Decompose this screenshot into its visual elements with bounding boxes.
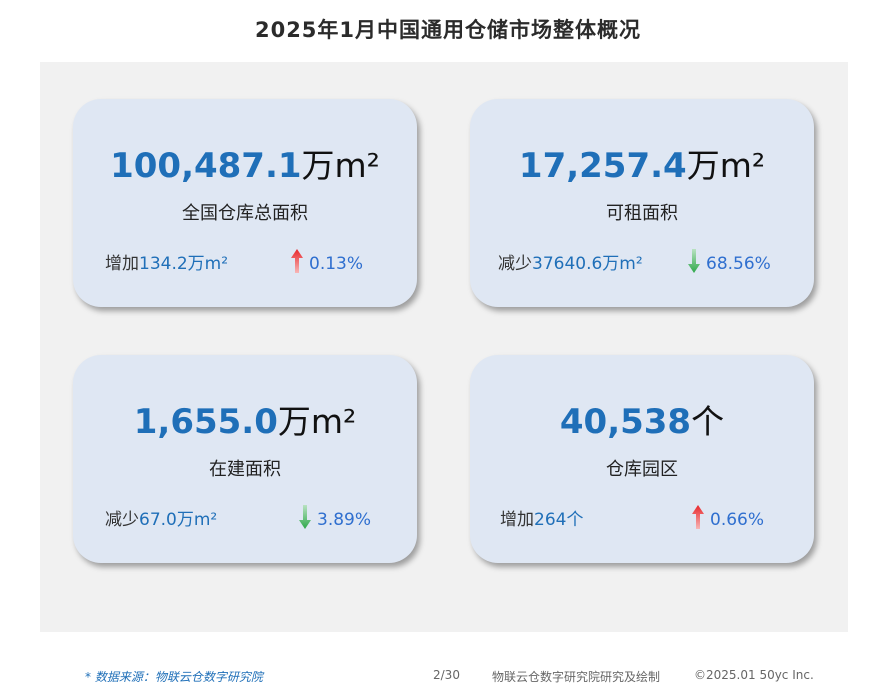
stat-number: 100,487.1 [110, 146, 302, 186]
change-value: 134.2万m² [139, 254, 229, 274]
stat-label: 全国仓库总面积 [182, 203, 308, 224]
arrow-up-icon [291, 249, 303, 273]
percent-value: 0.13% [309, 254, 364, 274]
stat-percent: 0.66% [692, 505, 764, 530]
page-title: 2025年1月中国通用仓储市场整体概况 [254, 18, 642, 42]
change-prefix: 减少 [105, 510, 139, 530]
stat-percent: 68.56% [688, 249, 771, 274]
stat-change: 增加264个 [500, 505, 583, 530]
stat-main-value: 17,257.4万m² [470, 139, 814, 187]
stat-unit: 个 [691, 402, 725, 441]
stat-change: 减少67.0万m² [105, 505, 217, 530]
stat-card-warehouse-parks: 40,538个 仓库园区 增加264个 0.66% [470, 355, 814, 563]
stat-unit: 万m² [301, 146, 380, 185]
stat-card-total-area: 100,487.1万m² 全国仓库总面积 增加134.2万m² 0.13% [73, 99, 417, 307]
stat-number: 17,257.4 [518, 146, 687, 186]
arrow-down-icon [299, 505, 311, 529]
stat-label: 可租面积 [606, 203, 678, 224]
credit-text: 物联云仓数字研究院研究及绘制 [492, 670, 661, 684]
percent-value: 68.56% [706, 254, 771, 274]
change-prefix: 增加 [105, 254, 139, 274]
percent-value: 0.66% [710, 510, 765, 530]
stat-label: 仓库园区 [606, 459, 678, 480]
percent-value: 3.89% [317, 510, 372, 530]
arrow-up-icon [692, 505, 704, 529]
stat-percent: 0.13% [291, 249, 363, 274]
stat-card-available-area: 17,257.4万m² 可租面积 减少37640.6万m² 68.56% [470, 99, 814, 307]
stat-change: 增加134.2万m² [105, 249, 228, 274]
stat-change: 减少37640.6万m² [498, 249, 643, 274]
stat-unit: 万m² [686, 146, 766, 185]
arrow-down-icon [688, 249, 700, 273]
stat-main-value: 100,487.1万m² [73, 139, 417, 187]
copyright-text: ©2025.01 50yc Inc. [694, 668, 814, 682]
stat-label: 在建面积 [209, 459, 281, 480]
stat-unit: 万m² [277, 402, 357, 441]
data-source-note: * 数据来源：物联云仓数字研究院 [85, 670, 263, 684]
stat-main-value: 40,538个 [470, 395, 814, 443]
stat-percent: 3.89% [299, 505, 371, 530]
stat-main-value: 1,655.0万m² [73, 395, 417, 443]
change-value: 37640.6万m² [532, 254, 643, 274]
page-number: 2/30 [433, 668, 460, 682]
stat-card-under-construction: 1,655.0万m² 在建面积 减少67.0万m² 3.89% [73, 355, 417, 563]
change-value: 67.0万m² [139, 510, 218, 530]
stat-number: 40,538 [559, 402, 692, 442]
stat-number: 1,655.0 [133, 402, 278, 442]
change-prefix: 增加 [500, 510, 534, 530]
change-value: 264个 [534, 510, 584, 530]
change-prefix: 减少 [498, 254, 532, 274]
